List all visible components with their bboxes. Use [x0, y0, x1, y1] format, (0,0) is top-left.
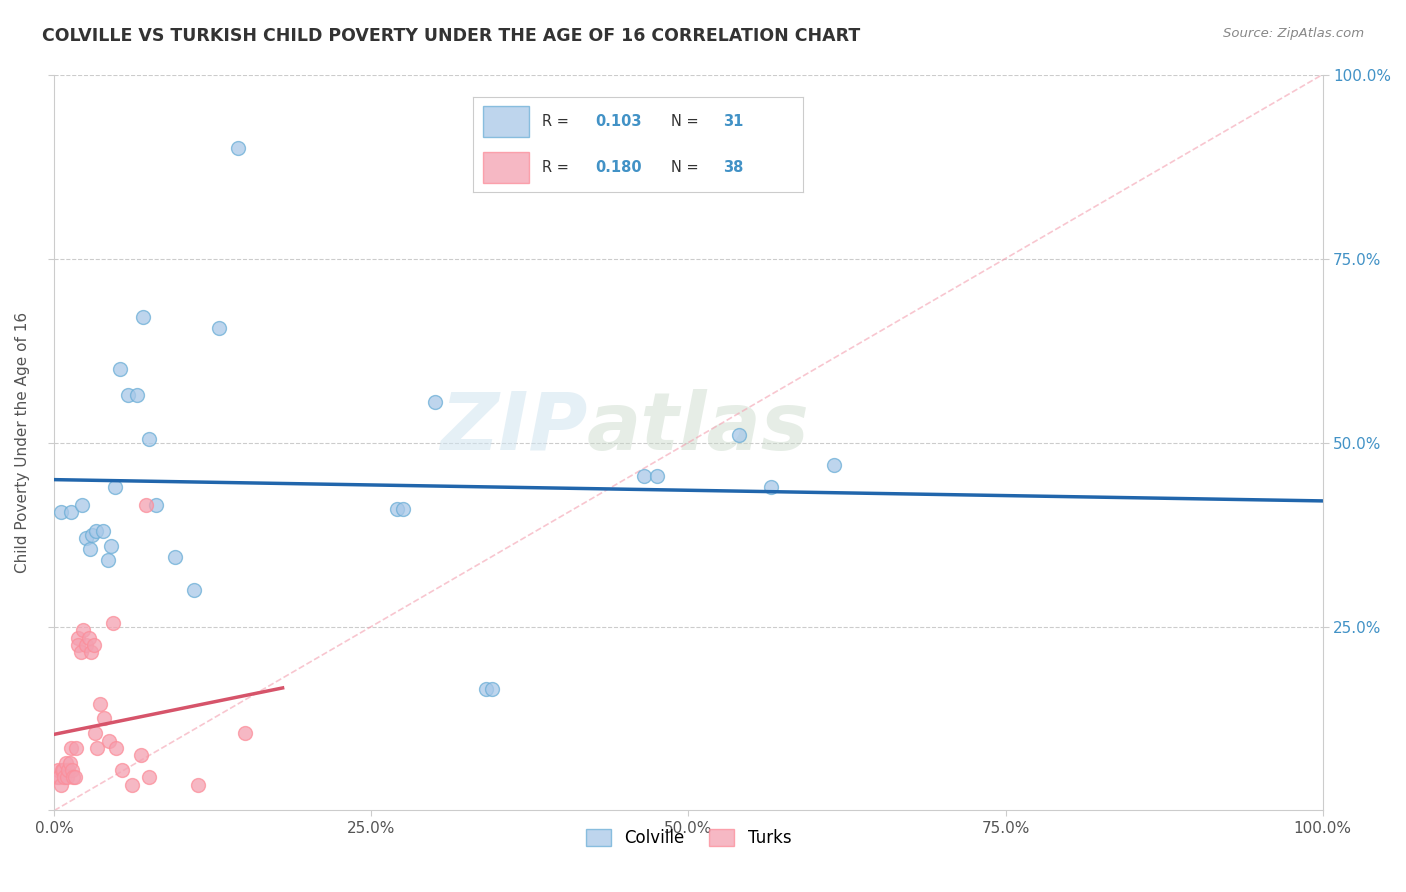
Point — [645, 468, 668, 483]
Point — [79, 542, 101, 557]
Point — [117, 387, 139, 401]
Text: Source: ZipAtlas.com: Source: ZipAtlas.com — [1223, 27, 1364, 40]
Point — [83, 638, 105, 652]
Point — [759, 480, 782, 494]
Point — [183, 582, 205, 597]
Point — [125, 387, 148, 401]
Point — [233, 726, 256, 740]
Point — [91, 524, 114, 538]
Point — [89, 697, 111, 711]
Point — [163, 549, 186, 564]
Point — [45, 770, 67, 784]
Point — [135, 498, 157, 512]
Point — [80, 645, 103, 659]
Point — [385, 501, 408, 516]
Point — [48, 770, 70, 784]
Text: atlas: atlas — [586, 389, 810, 467]
Point — [97, 733, 120, 747]
Point — [60, 763, 83, 777]
Point — [101, 615, 124, 630]
Point — [72, 623, 94, 637]
Point — [97, 553, 120, 567]
Point — [226, 141, 249, 155]
Point — [62, 770, 84, 784]
Point — [100, 539, 122, 553]
Point — [132, 310, 155, 325]
Point — [121, 778, 143, 792]
Y-axis label: Child Poverty Under the Age of 16: Child Poverty Under the Age of 16 — [15, 312, 30, 573]
Point — [823, 458, 845, 472]
Point — [70, 498, 93, 512]
Point — [84, 524, 107, 538]
Point — [75, 638, 97, 652]
Point — [110, 362, 132, 376]
Point — [187, 778, 209, 792]
Point — [55, 756, 77, 770]
Point — [423, 395, 446, 409]
Text: COLVILLE VS TURKISH CHILD POVERTY UNDER THE AGE OF 16 CORRELATION CHART: COLVILLE VS TURKISH CHILD POVERTY UNDER … — [42, 27, 860, 45]
Point — [104, 480, 127, 494]
Point — [77, 631, 100, 645]
Point — [63, 770, 86, 784]
Point — [59, 505, 82, 519]
Point — [65, 740, 87, 755]
Text: ZIP: ZIP — [440, 389, 586, 467]
Point — [93, 711, 115, 725]
Point — [728, 428, 751, 442]
Point — [105, 740, 128, 755]
Point — [138, 770, 160, 784]
Point — [51, 763, 73, 777]
Point — [67, 638, 90, 652]
Point — [70, 645, 93, 659]
Point — [58, 756, 80, 770]
Point — [67, 631, 90, 645]
Legend: Colville, Turks: Colville, Turks — [579, 822, 797, 854]
Point — [46, 763, 69, 777]
Point — [75, 531, 97, 545]
Point — [49, 778, 72, 792]
Point — [83, 726, 105, 740]
Point — [145, 498, 167, 512]
Point — [86, 740, 108, 755]
Point — [208, 321, 231, 335]
Point — [49, 505, 72, 519]
Point — [52, 763, 75, 777]
Point — [474, 681, 496, 696]
Point — [633, 468, 655, 483]
Point — [58, 763, 80, 777]
Point — [59, 740, 82, 755]
Point — [392, 501, 415, 516]
Point — [138, 432, 160, 446]
Point — [110, 763, 132, 777]
Point — [129, 748, 152, 763]
Point — [53, 770, 76, 784]
Point — [82, 527, 104, 541]
Point — [481, 681, 503, 696]
Point — [56, 770, 79, 784]
